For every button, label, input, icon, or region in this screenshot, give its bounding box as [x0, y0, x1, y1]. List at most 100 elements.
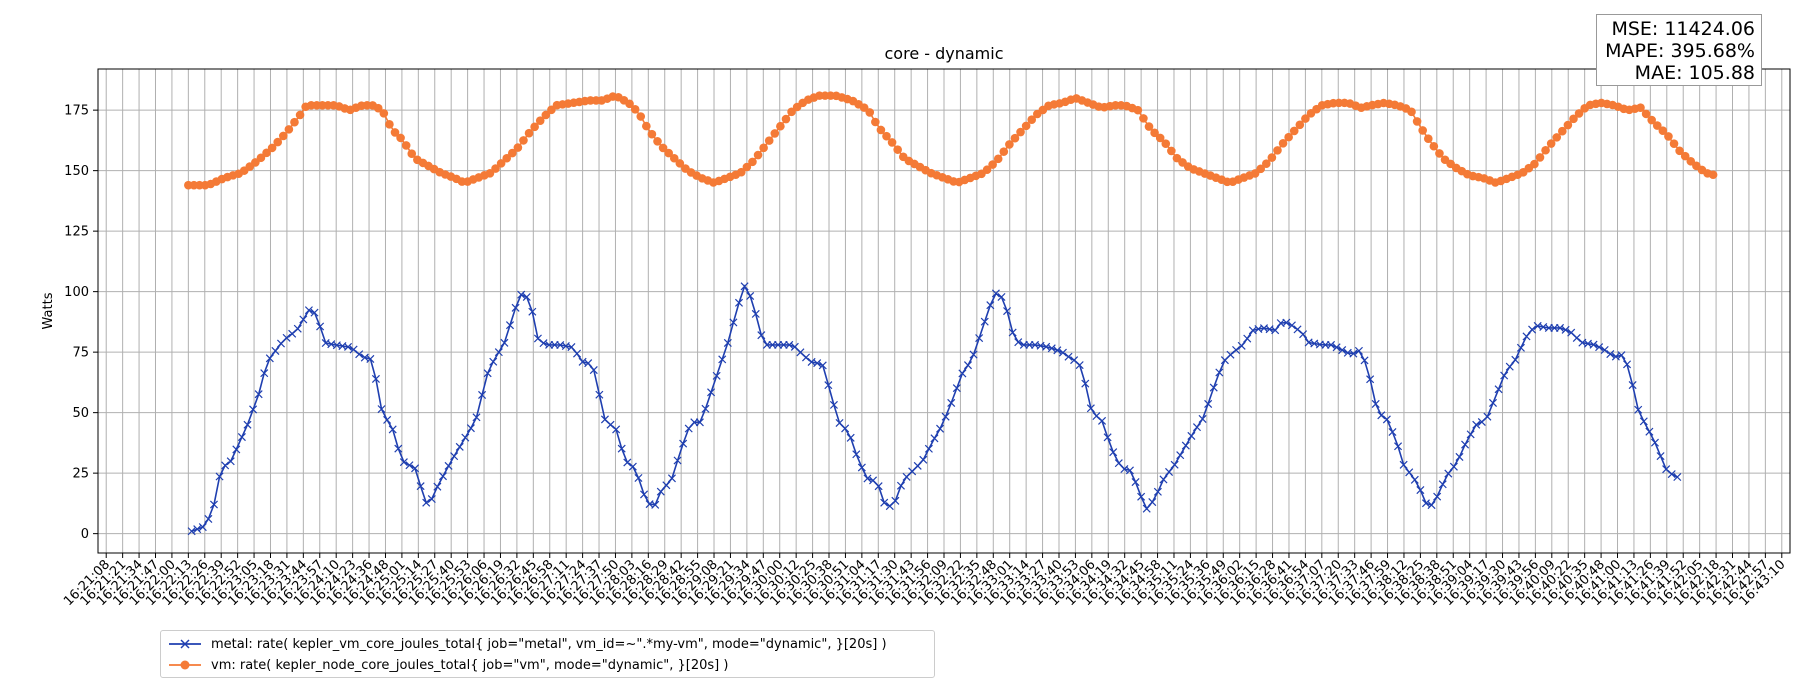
data-point — [1289, 126, 1299, 136]
data-point — [1680, 151, 1690, 161]
data-point — [1595, 343, 1604, 352]
data-point — [991, 289, 1000, 298]
data-point — [1301, 114, 1310, 123]
data-point — [1181, 441, 1190, 450]
data-point — [1617, 351, 1626, 360]
data-point — [567, 343, 576, 352]
data-point — [390, 128, 400, 137]
data-point — [1405, 468, 1414, 477]
data-point — [1528, 325, 1537, 334]
data-point — [653, 137, 662, 146]
data-point — [1511, 355, 1520, 364]
chart-title: core - dynamic — [885, 44, 1004, 63]
mae-value: MAE: 105.88 — [1634, 62, 1755, 84]
data-point — [1433, 492, 1442, 501]
data-point — [472, 413, 481, 422]
data-point — [628, 462, 637, 471]
data-point — [1623, 360, 1632, 369]
data-point — [1535, 153, 1545, 162]
data-point — [1142, 504, 1151, 513]
data-point — [450, 452, 459, 461]
data-point — [958, 369, 967, 378]
data-point — [662, 481, 671, 490]
data-point — [1641, 109, 1651, 119]
data-point — [1153, 487, 1162, 496]
data-point — [483, 369, 492, 378]
data-point — [1555, 323, 1565, 332]
data-point — [394, 444, 403, 453]
data-point — [438, 472, 447, 481]
data-point — [999, 147, 1009, 156]
data-point — [478, 390, 487, 399]
data-point — [1109, 448, 1118, 457]
data-point — [528, 307, 537, 316]
data-point — [679, 439, 688, 448]
data-point — [1284, 132, 1293, 142]
data-point — [1243, 334, 1252, 343]
grid-lines — [98, 69, 1790, 553]
data-point — [373, 103, 383, 113]
data-point — [1047, 344, 1056, 353]
data-point — [664, 148, 673, 158]
data-point — [874, 482, 883, 491]
data-point — [1600, 345, 1609, 354]
legend-marker-circle-icon — [169, 660, 201, 670]
data-point — [595, 390, 604, 399]
data-point — [249, 405, 258, 414]
data-point — [1416, 486, 1425, 495]
data-point — [1165, 467, 1174, 476]
data-point — [343, 342, 353, 351]
data-point — [461, 433, 470, 442]
data-point — [444, 461, 453, 470]
data-point — [695, 418, 704, 427]
data-point — [1148, 498, 1157, 507]
data-point — [982, 165, 992, 175]
data-point — [1021, 121, 1031, 131]
x-ticks: 16:21:0816:21:2116:21:3416:21:4716:22:00… — [61, 553, 1789, 609]
data-point — [891, 496, 900, 505]
data-point — [1131, 478, 1140, 487]
y-axis-label: Watts — [41, 292, 56, 329]
data-point — [785, 340, 794, 349]
data-point — [1639, 417, 1648, 426]
data-point — [1273, 146, 1282, 155]
data-point — [770, 129, 780, 138]
data-point — [647, 129, 657, 139]
data-point — [1410, 475, 1419, 484]
data-point — [1652, 121, 1662, 130]
data-point — [455, 442, 464, 451]
data-point — [1552, 133, 1562, 142]
data-point — [651, 500, 660, 509]
data-point — [1282, 318, 1291, 327]
data-point — [1394, 442, 1403, 451]
data-point — [379, 109, 389, 118]
data-point — [1133, 105, 1143, 115]
data-point — [530, 122, 539, 132]
data-point — [852, 450, 861, 459]
data-point — [1650, 438, 1659, 447]
data-point — [658, 143, 668, 153]
data-point — [502, 153, 512, 163]
data-point — [880, 498, 889, 507]
data-point — [1435, 149, 1444, 158]
data-point — [1081, 379, 1090, 388]
y-tick-label: 75 — [72, 346, 89, 361]
data-point — [963, 361, 973, 370]
data-point — [1209, 383, 1218, 392]
data-point — [1522, 332, 1531, 341]
y-ticks: 0 25 50 75 100 125 150 175 — [64, 104, 98, 542]
data-point — [1673, 472, 1682, 482]
data-point — [271, 346, 280, 355]
data-point — [947, 398, 956, 407]
legend-marker-x-icon — [169, 639, 201, 649]
data-point — [1332, 343, 1341, 352]
data-point — [1232, 345, 1241, 354]
data-point — [1656, 452, 1665, 461]
data-point — [813, 359, 822, 368]
data-point — [226, 457, 235, 466]
data-point — [1438, 480, 1447, 489]
data-point — [787, 107, 796, 117]
data-point — [1664, 132, 1673, 141]
data-point — [1167, 146, 1176, 156]
legend: metal: rate( kepler_vm_core_joules_total… — [160, 630, 935, 678]
